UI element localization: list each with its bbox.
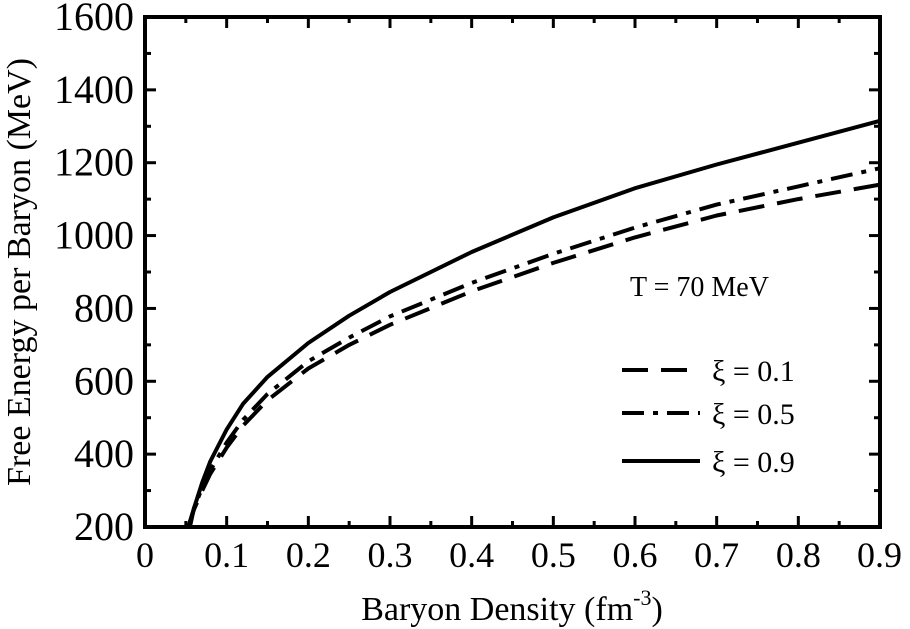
series-line-2 [186,166,880,527]
legend: ξ = 0.1 ξ = 0.5 ξ = 0.9 [622,355,795,479]
x-tick-label: 0.8 [776,535,821,575]
x-axis-label: Baryon Density (fm-3) [361,585,663,628]
x-tick-label: 0.2 [286,535,331,575]
legend-label-2: ξ = 0.5 [712,398,795,431]
y-tick-label: 1000 [54,213,134,258]
y-tick-label: 600 [74,358,134,403]
x-tick-label: 0.6 [613,535,658,575]
y-tick-label: 400 [74,431,134,476]
x-axis-label-main: Baryon Density (fm [361,591,633,628]
x-tick-label: 0.4 [449,535,494,575]
x-tick-label: 0.9 [857,535,902,575]
x-tick-label: 0.7 [694,535,739,575]
x-tick-label: 0.5 [531,535,576,575]
y-tick-label: 1200 [54,140,134,185]
legend-label-1: ξ = 0.1 [712,355,795,388]
tick-labels: 200 400 600 800 1000 1200 1400 1600 0 0.1 0.2 0.3 0.… [54,0,902,575]
x-axis-label-superscript: -3 [633,585,651,610]
x-tick-label: 0.1 [204,535,249,575]
y-axis-label: Free Energy per Baryon (MeV) [1,58,38,486]
ticks [143,15,882,529]
x-tick-label: 0.3 [368,535,413,575]
legend-label-3: ξ = 0.9 [712,446,795,479]
x-axis-label-close: ) [651,591,662,628]
y-tick-label: 200 [74,504,134,549]
temperature-annotation: T = 70 MeV [630,272,769,303]
y-tick-label: 800 [74,285,134,330]
data-layer [186,118,880,527]
y-tick-label: 1400 [54,67,134,112]
series-line-3 [187,118,880,527]
y-tick-label: 1600 [54,0,134,39]
x-tick-label: 0 [136,535,154,575]
